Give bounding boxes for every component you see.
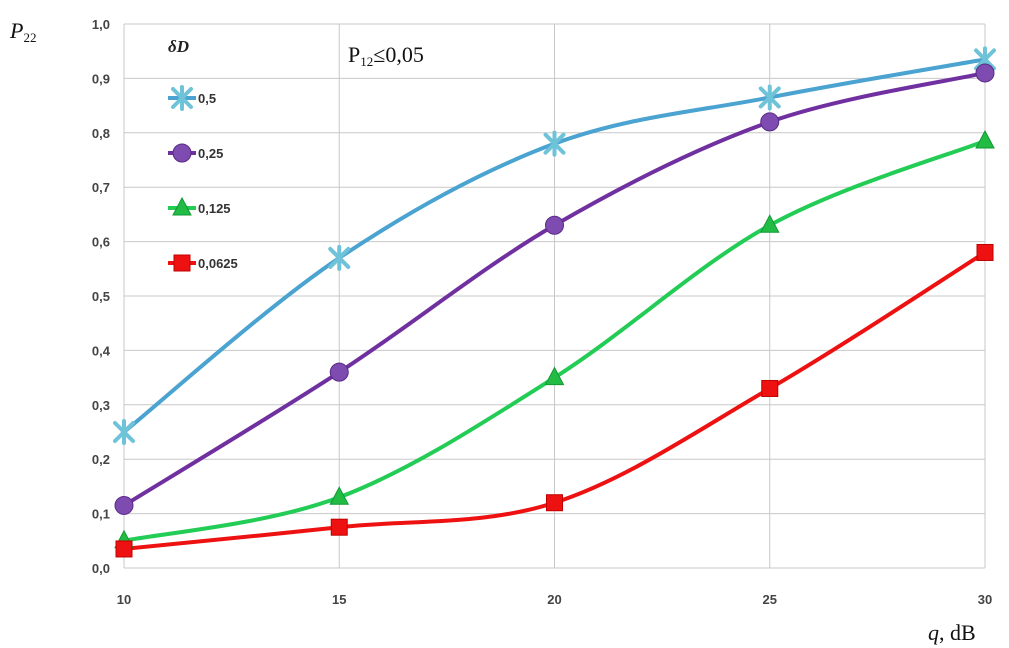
legend-title: δD [168, 37, 189, 56]
data-point-s0-3 [758, 84, 781, 111]
y-tick-label: 0,6 [92, 235, 110, 250]
y-tick-label: 0,7 [92, 180, 110, 195]
legend-item: 0,125 [168, 196, 231, 216]
data-point-s1-0 [114, 495, 134, 515]
series-markers [113, 46, 996, 558]
legend-label: 0,125 [198, 201, 231, 216]
x-tick-label: 20 [547, 592, 561, 607]
y-tick-labels: 0,0 0,1 0,2 0,3 0,4 0,5 0,6 0,7 0,8 0,9 1,0 [92, 17, 111, 576]
x-tick-label: 10 [117, 592, 131, 607]
y-tick-label: 0,2 [92, 452, 110, 467]
legend-label: 0,0625 [198, 256, 238, 271]
y-tick-label: 0,0 [92, 561, 110, 576]
data-point-s3-2 [546, 494, 563, 512]
constraint-annotation: P12≤0,05 [348, 42, 424, 69]
data-point-s3-1 [330, 518, 348, 536]
x-axis-title: q, dB [928, 620, 976, 645]
data-point-s0-0 [113, 419, 135, 445]
data-point-s1-2 [545, 215, 564, 235]
legend-label: 0,25 [198, 146, 223, 161]
data-point-s1-4 [975, 63, 995, 83]
y-tick-label: 0,1 [92, 507, 110, 522]
grid [123, 23, 986, 569]
data-point-s2-3 [759, 214, 780, 233]
legend-item: 0,5 [168, 85, 216, 111]
x-tick-label: 15 [332, 592, 346, 607]
data-point-s2-4 [975, 129, 995, 149]
y-tick-label: 0,8 [92, 126, 110, 141]
data-point-s1-1 [329, 362, 349, 382]
legend: δD 0,5 0,25 0,125 0,0625 [168, 37, 238, 272]
data-point-s2-1 [329, 486, 350, 505]
data-point-s3-3 [761, 379, 779, 397]
y-tick-label: 0,5 [92, 289, 110, 304]
x-tick-label: 25 [763, 592, 777, 607]
y-axis-title: P22 [9, 18, 36, 45]
x-tick-labels: 10 15 20 25 30 [117, 592, 992, 607]
data-point-s0-2 [543, 130, 566, 157]
data-point-s1-3 [760, 112, 780, 132]
x-tick-label: 30 [978, 592, 992, 607]
data-point-s3-4 [976, 243, 994, 261]
y-tick-label: 0,9 [92, 71, 110, 86]
data-point-s0-1 [328, 244, 351, 271]
y-tick-label: 1,0 [92, 17, 110, 32]
data-point-s2-2 [544, 366, 565, 386]
y-tick-label: 0,3 [92, 398, 110, 413]
y-tick-label: 0,4 [92, 343, 111, 358]
legend-marker [172, 196, 192, 216]
legend-label: 0,5 [198, 91, 216, 106]
data-point-s3-0 [115, 540, 133, 558]
legend-marker [173, 254, 191, 272]
legend-marker [171, 85, 193, 111]
legend-marker [172, 143, 192, 163]
series-line-0 [122, 57, 987, 434]
legend-item: 0,25 [168, 143, 223, 163]
legend-item: 0,0625 [168, 254, 238, 272]
